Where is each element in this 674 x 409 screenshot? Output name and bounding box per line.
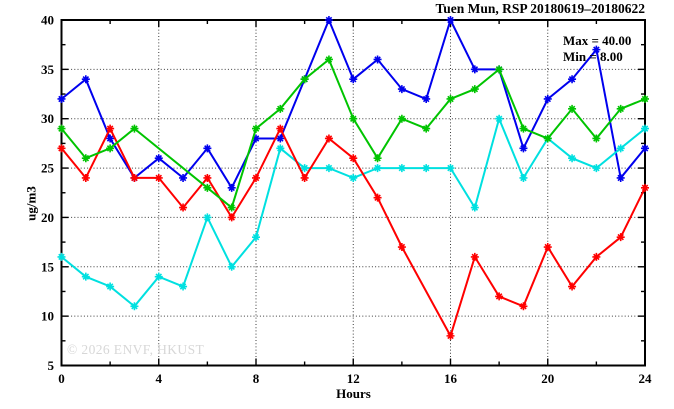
svg-text:8: 8 <box>253 371 260 386</box>
max-value-label: Max = 40.00 <box>563 33 632 48</box>
svg-text:15: 15 <box>41 259 55 274</box>
svg-text:4: 4 <box>156 371 163 386</box>
svg-text:30: 30 <box>41 111 54 126</box>
chart-title: Tuen Mun, RSP 20180619–20180622 <box>435 1 645 16</box>
svg-text:5: 5 <box>48 358 55 373</box>
svg-text:20: 20 <box>41 210 54 225</box>
min-value-label: Min = 8.00 <box>563 49 623 64</box>
svg-text:16: 16 <box>444 371 458 386</box>
svg-text:12: 12 <box>347 371 360 386</box>
y-axis-title: ug/m3 <box>23 186 39 221</box>
svg-text:25: 25 <box>41 161 55 176</box>
svg-text:10: 10 <box>41 309 54 324</box>
watermark-text: © 2026 ENVF, HKUST <box>67 342 205 357</box>
svg-text:24: 24 <box>639 371 653 386</box>
svg-text:20: 20 <box>541 371 554 386</box>
svg-text:0: 0 <box>58 371 65 386</box>
svg-text:35: 35 <box>41 62 55 77</box>
svg-text:40: 40 <box>41 13 54 28</box>
max-min-annotation: Max = 40.00 Min = 8.00 <box>563 33 631 65</box>
x-axis-title: Hours <box>336 386 371 401</box>
